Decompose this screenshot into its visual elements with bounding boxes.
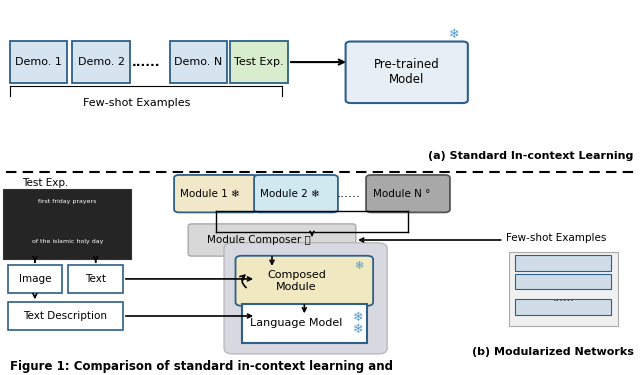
Text: Demo. N: Demo. N bbox=[174, 57, 223, 67]
FancyBboxPatch shape bbox=[254, 175, 338, 212]
Bar bbox=[515, 255, 611, 271]
Text: ......: ...... bbox=[552, 293, 574, 303]
Text: Test Exp.: Test Exp. bbox=[22, 178, 68, 188]
Text: Demo. 2: Demo. 2 bbox=[77, 57, 125, 67]
Text: Demo. 1: Demo. 1 bbox=[15, 57, 62, 67]
FancyBboxPatch shape bbox=[188, 224, 356, 256]
Text: Few-shot Examples: Few-shot Examples bbox=[506, 233, 606, 243]
Text: Figure 1: Comparison of standard in-context learning and: Figure 1: Comparison of standard in-cont… bbox=[10, 360, 392, 372]
Text: Test Exp.: Test Exp. bbox=[234, 57, 284, 67]
FancyBboxPatch shape bbox=[224, 243, 387, 354]
Bar bbox=[242, 304, 367, 343]
Text: ❄: ❄ bbox=[353, 323, 364, 336]
Text: Module Composer 🔥: Module Composer 🔥 bbox=[207, 235, 311, 245]
Text: of the islamic holy day: of the islamic holy day bbox=[31, 239, 103, 244]
Bar bbox=[3, 189, 131, 260]
Text: Module 2 ❄: Module 2 ❄ bbox=[260, 189, 319, 199]
Bar bbox=[230, 41, 288, 83]
FancyBboxPatch shape bbox=[236, 256, 373, 306]
Text: Composed
Module: Composed Module bbox=[268, 270, 326, 292]
Text: ......: ...... bbox=[337, 187, 361, 200]
Text: Few-shot Examples: Few-shot Examples bbox=[83, 98, 191, 108]
Bar bbox=[515, 273, 611, 289]
Text: first friday prayers: first friday prayers bbox=[38, 199, 97, 204]
Bar bbox=[515, 300, 611, 315]
Text: Text Description: Text Description bbox=[23, 311, 108, 321]
Text: Image: Image bbox=[19, 274, 51, 284]
Text: (b) Modularized Networks: (b) Modularized Networks bbox=[472, 346, 634, 357]
FancyBboxPatch shape bbox=[346, 42, 468, 103]
Bar bbox=[68, 265, 123, 293]
Text: Module N °: Module N ° bbox=[373, 189, 430, 199]
Bar bbox=[8, 265, 62, 293]
Text: Language Model: Language Model bbox=[250, 318, 343, 328]
Text: Text: Text bbox=[85, 274, 106, 284]
FancyBboxPatch shape bbox=[174, 175, 258, 212]
Bar bbox=[10, 41, 67, 83]
Text: ❄: ❄ bbox=[353, 311, 364, 324]
Bar bbox=[170, 41, 227, 83]
Text: ......: ...... bbox=[132, 56, 160, 69]
Bar bbox=[72, 41, 130, 83]
FancyArrowPatch shape bbox=[240, 275, 246, 288]
Text: ❄: ❄ bbox=[449, 28, 460, 41]
Text: (a) Standard In-context Learning: (a) Standard In-context Learning bbox=[428, 151, 634, 161]
Text: Module 1 ❄: Module 1 ❄ bbox=[180, 189, 239, 199]
Text: Pre-trained
Model: Pre-trained Model bbox=[374, 58, 440, 86]
FancyBboxPatch shape bbox=[366, 175, 450, 212]
Bar bbox=[509, 252, 618, 326]
Text: ❄: ❄ bbox=[354, 261, 364, 272]
Bar bbox=[8, 302, 123, 330]
